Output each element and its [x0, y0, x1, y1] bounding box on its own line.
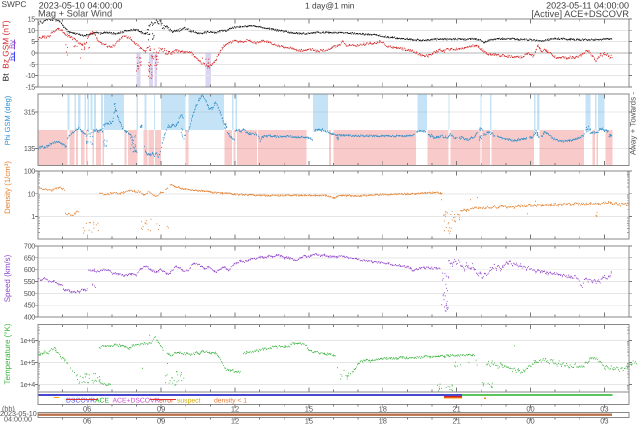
svg-text:00: 00: [526, 405, 534, 414]
svg-text:135: 135: [24, 144, 35, 153]
svg-text:density < 1: density < 1: [214, 398, 247, 405]
svg-text:03: 03: [600, 417, 608, 426]
svg-text:[Active] ACE+DSCOVR: [Active] ACE+DSCOVR: [531, 8, 629, 19]
svg-text:5: 5: [31, 37, 35, 46]
svg-text:18: 18: [379, 417, 387, 426]
svg-text:21: 21: [452, 405, 460, 414]
svg-text:09: 09: [157, 417, 165, 426]
svg-text:ACE: ACE: [95, 398, 109, 405]
svg-text:15: 15: [305, 417, 313, 426]
svg-text:Bz GSM (nT): Bz GSM (nT): [1, 20, 11, 69]
svg-text:21: 21: [452, 417, 460, 426]
svg-text:600: 600: [24, 265, 35, 274]
svg-text:12: 12: [231, 417, 239, 426]
svg-text:Density (1/cm³): Density (1/cm³): [3, 161, 12, 214]
svg-text:2023-05-11 04:00:00: 2023-05-11 04:00:00: [546, 0, 629, 10]
svg-text:(hh): (hh): [2, 404, 15, 413]
svg-text:500: 500: [24, 289, 35, 298]
svg-text:DSCOVR: DSCOVR: [66, 398, 95, 405]
svg-text:error: error: [159, 398, 174, 405]
svg-text:550: 550: [24, 277, 35, 286]
svg-text:00: 00: [526, 417, 534, 426]
svg-text:Mag + Solar Wind: Mag + Solar Wind: [38, 9, 112, 19]
svg-text:1 day@1 min: 1 day@1 min: [305, 1, 355, 11]
svg-text:700: 700: [24, 242, 35, 251]
svg-text:100: 100: [24, 167, 35, 176]
svg-text:Bt: Bt: [1, 73, 11, 82]
svg-text:Temperature (°K): Temperature (°K): [3, 323, 12, 384]
svg-text:suspect: suspect: [177, 398, 201, 405]
svg-text:1e+5: 1e+5: [20, 358, 35, 367]
svg-text:-10: -10: [26, 71, 36, 80]
svg-text:ACE+DSCOVR: ACE+DSCOVR: [113, 398, 160, 405]
svg-text:09: 09: [157, 405, 165, 414]
svg-text:400: 400: [24, 313, 35, 322]
svg-text:15: 15: [28, 15, 36, 24]
svg-text:1e+6: 1e+6: [20, 336, 35, 345]
svg-text:06: 06: [83, 417, 91, 426]
svg-text:Phi GSM (deg): Phi GSM (deg): [3, 95, 12, 145]
svg-text:1e+4: 1e+4: [20, 380, 35, 389]
svg-text:315: 315: [24, 108, 35, 117]
svg-text:03: 03: [600, 405, 608, 414]
svg-text:Bx: Bx: [8, 52, 17, 61]
svg-text:0: 0: [31, 49, 35, 58]
svg-text:-5: -5: [29, 60, 35, 69]
svg-text:-15: -15: [26, 83, 36, 92]
svg-text:12: 12: [231, 405, 239, 414]
svg-text:10: 10: [28, 26, 36, 35]
svg-text:Away + Towards -: Away + Towards -: [629, 92, 638, 155]
svg-text:2023-05-10: 2023-05-10: [0, 409, 37, 418]
svg-text:650: 650: [24, 253, 35, 262]
svg-text:10: 10: [28, 189, 36, 198]
svg-text:18: 18: [379, 405, 387, 414]
svg-text:04:00:00: 04:00:00: [4, 414, 32, 423]
svg-text:06: 06: [83, 405, 91, 414]
svg-text:2023-05-10 04:00:00: 2023-05-10 04:00:00: [39, 0, 123, 10]
svg-text:450: 450: [24, 301, 35, 310]
svg-text:1: 1: [31, 212, 35, 221]
svg-text:Speed (km/s): Speed (km/s): [3, 254, 12, 302]
svg-text:SWPC: SWPC: [2, 0, 27, 9]
svg-text:By: By: [8, 40, 17, 49]
svg-text:15: 15: [305, 405, 313, 414]
